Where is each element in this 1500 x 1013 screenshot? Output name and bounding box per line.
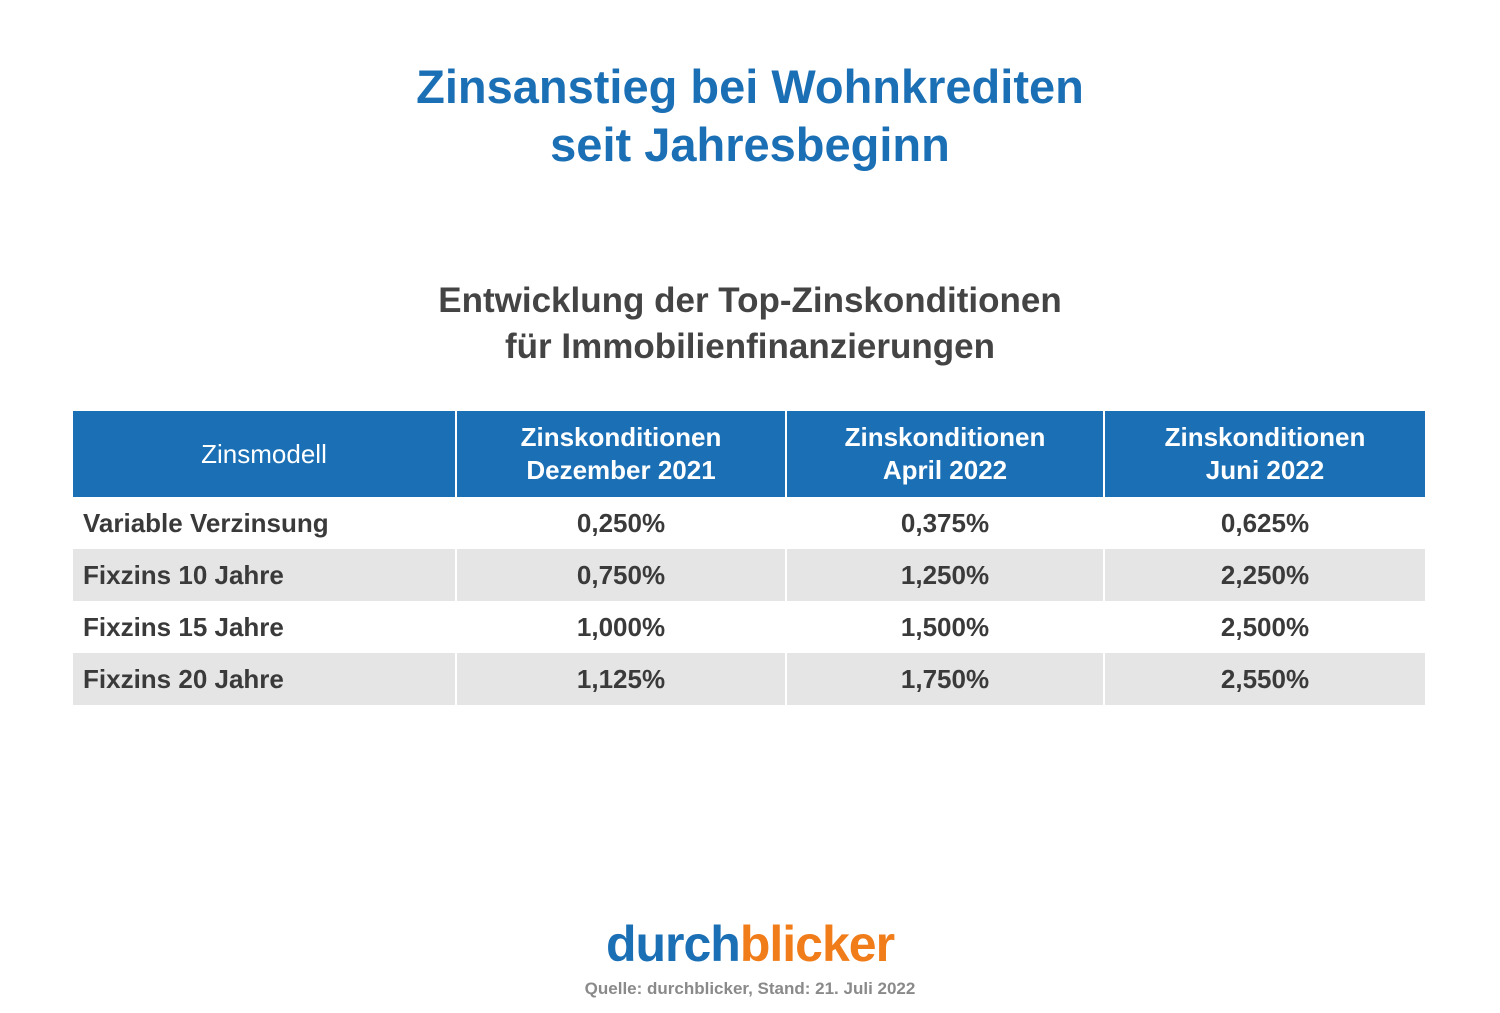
table-row: Variable Verzinsung 0,250% 0,375% 0,625% [73,497,1425,549]
rate-cell: 0,250% [455,497,786,549]
durchblicker-logo: durchblicker [0,914,1500,974]
rate-cell: 1,750% [785,653,1104,705]
rate-cell: 2,500% [1103,601,1425,653]
row-label-cell: Variable Verzinsung [73,497,456,549]
column-header-line1: Zinskonditionen [844,422,1046,452]
rate-cell: 1,500% [785,601,1104,653]
column-header-line1: Zinskonditionen [520,422,722,452]
table-row: Fixzins 15 Jahre 1,000% 1,500% 2,500% [73,601,1425,653]
column-header-line2: April 2022 [882,455,1008,485]
column-header-line2: Juni 2022 [1205,455,1325,485]
column-header-zinsmodell: Zinsmodell [73,411,456,497]
logo-part-blicker: blicker [739,916,895,972]
rates-table: Zinsmodell Zinskonditionen Dezember 2021… [73,411,1425,705]
table-header-row: Zinsmodell Zinskonditionen Dezember 2021… [73,411,1425,497]
rate-cell: 1,125% [455,653,786,705]
column-header-juni-2022: Zinskonditionen Juni 2022 [1103,411,1425,497]
rate-cell: 1,250% [785,549,1104,601]
source-note: Quelle: durchblicker, Stand: 21. Juli 20… [584,979,916,998]
chart-subtitle: Entwicklung der Top-Zinskonditionen für … [0,278,1500,370]
logo-part-durch: durch [605,916,741,972]
column-header-dezember-2021: Zinskonditionen Dezember 2021 [455,411,786,497]
row-label-cell: Fixzins 20 Jahre [73,653,456,705]
rate-cell: 2,550% [1103,653,1425,705]
column-header-line1: Zinskonditionen [1164,422,1366,452]
rate-cell: 0,750% [455,549,786,601]
rate-cell: 1,000% [455,601,786,653]
rate-cell: 0,625% [1103,497,1425,549]
rate-cell: 2,250% [1103,549,1425,601]
table-row: Fixzins 10 Jahre 0,750% 1,250% 2,250% [73,549,1425,601]
chart-title-line2: seit Jahresbeginn [550,118,950,171]
chart-title: Zinsanstieg bei Wohnkrediten seit Jahres… [0,58,1500,174]
column-header-line2: Dezember 2021 [526,455,716,485]
chart-title-line1: Zinsanstieg bei Wohnkrediten [416,60,1084,113]
table-row: Fixzins 20 Jahre 1,125% 1,750% 2,550% [73,653,1425,705]
chart-subtitle-line1: Entwicklung der Top-Zinskonditionen [438,281,1062,320]
row-label-cell: Fixzins 10 Jahre [73,549,456,601]
chart-subtitle-line2: für Immobilienfinanzierungen [504,327,996,366]
column-header-line1: Zinsmodell [201,438,327,469]
row-label-cell: Fixzins 15 Jahre [73,601,456,653]
column-header-april-2022: Zinskonditionen April 2022 [785,411,1104,497]
rate-cell: 0,375% [785,497,1104,549]
